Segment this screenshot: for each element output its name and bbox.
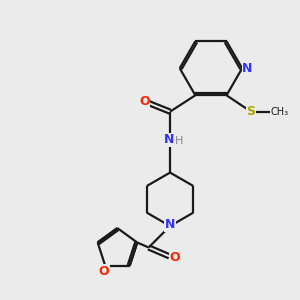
Text: O: O xyxy=(139,95,149,108)
Text: N: N xyxy=(242,62,253,75)
Text: O: O xyxy=(169,251,180,264)
Text: CH₃: CH₃ xyxy=(271,106,289,117)
Text: S: S xyxy=(246,105,255,118)
Text: N: N xyxy=(164,134,174,146)
Text: N: N xyxy=(165,218,175,231)
Text: O: O xyxy=(98,265,109,278)
Text: H: H xyxy=(175,136,183,146)
